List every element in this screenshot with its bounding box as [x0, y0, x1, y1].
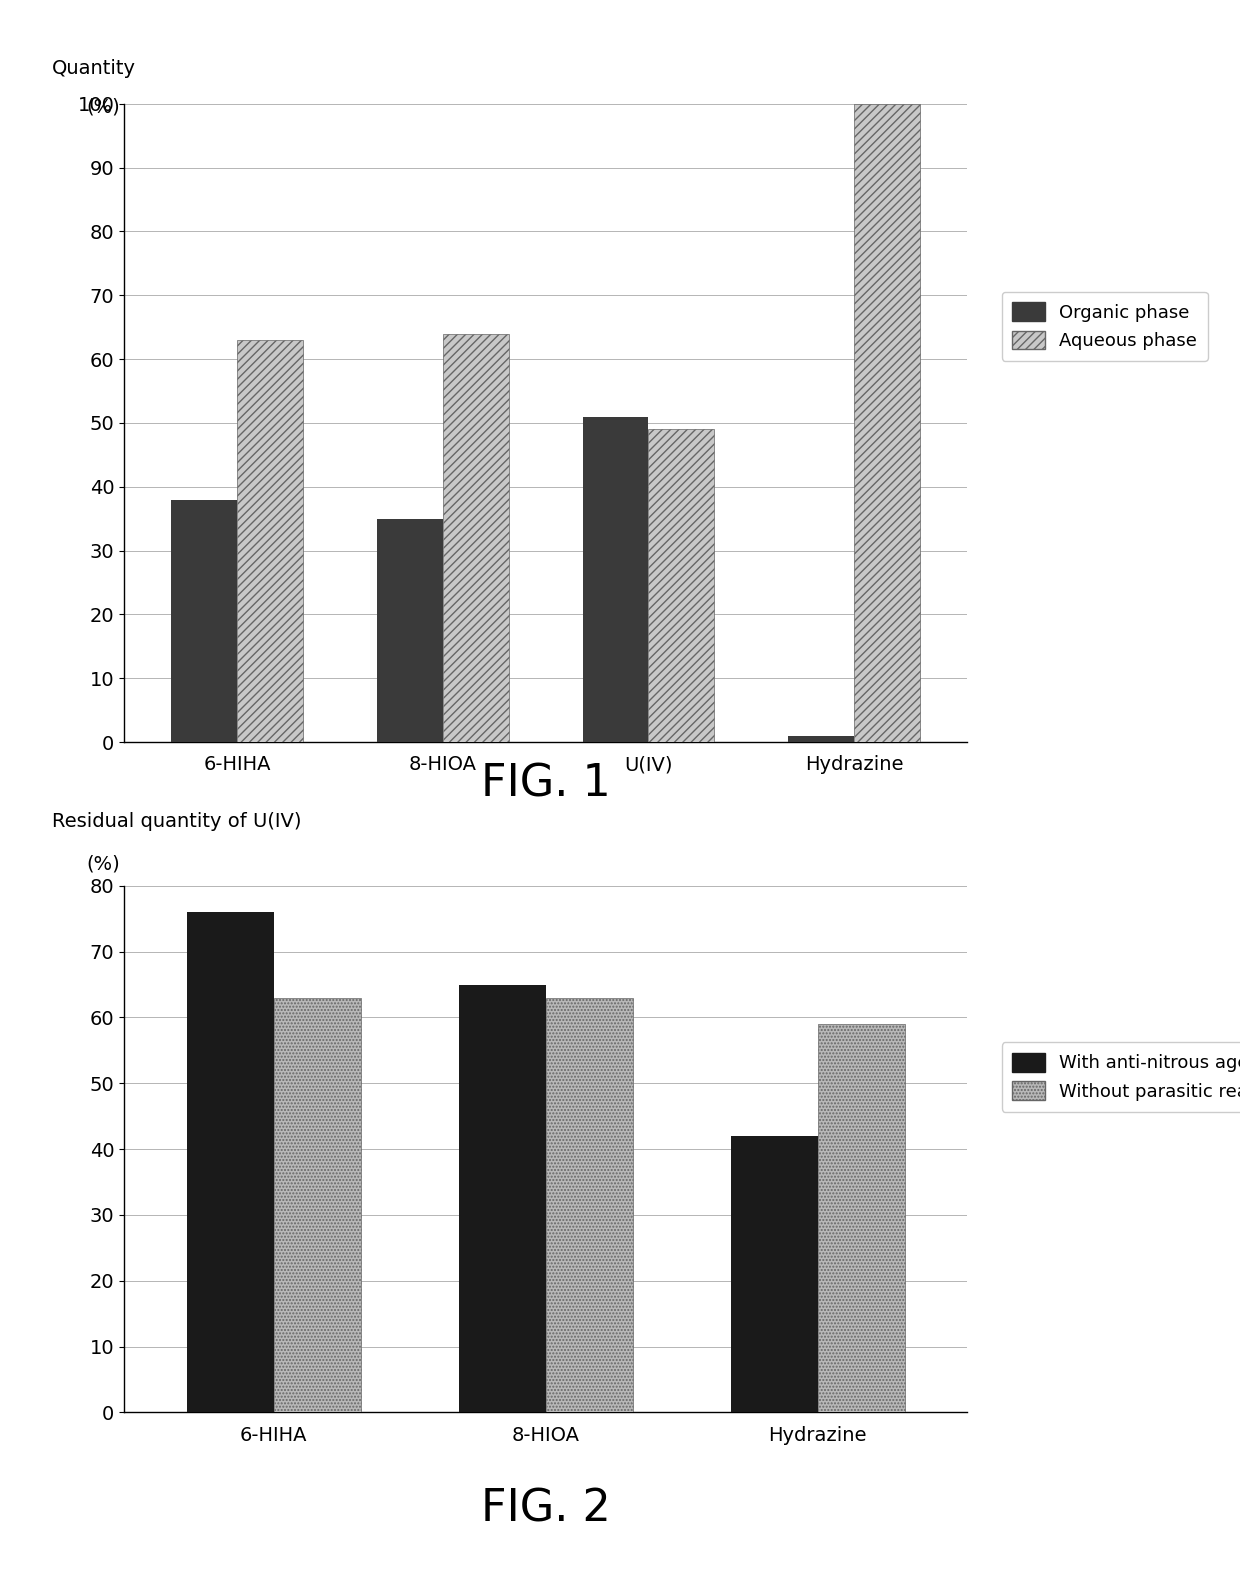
Bar	[854, 104, 920, 742]
Bar	[443, 334, 508, 742]
Legend: With anti-nitrous agent, Without parasitic reactions: With anti-nitrous agent, Without parasit…	[1002, 1042, 1240, 1112]
Bar	[237, 340, 303, 742]
Bar	[583, 417, 649, 742]
Bar	[649, 429, 714, 742]
Bar	[730, 1136, 817, 1412]
Bar	[274, 998, 361, 1412]
Bar	[789, 736, 854, 742]
Text: FIG. 2: FIG. 2	[481, 1487, 610, 1531]
Bar	[546, 998, 632, 1412]
Legend: Organic phase, Aqueous phase: Organic phase, Aqueous phase	[1002, 292, 1208, 361]
Bar	[817, 1025, 905, 1412]
Bar	[186, 911, 274, 1412]
Bar	[377, 519, 443, 742]
Bar	[459, 985, 546, 1412]
Text: Residual quantity of U(IV): Residual quantity of U(IV)	[52, 812, 301, 832]
Text: (%): (%)	[86, 854, 120, 873]
Bar	[171, 500, 237, 742]
Text: (%): (%)	[86, 97, 120, 117]
Text: Quantity: Quantity	[52, 59, 136, 78]
Text: FIG. 1: FIG. 1	[481, 763, 610, 806]
